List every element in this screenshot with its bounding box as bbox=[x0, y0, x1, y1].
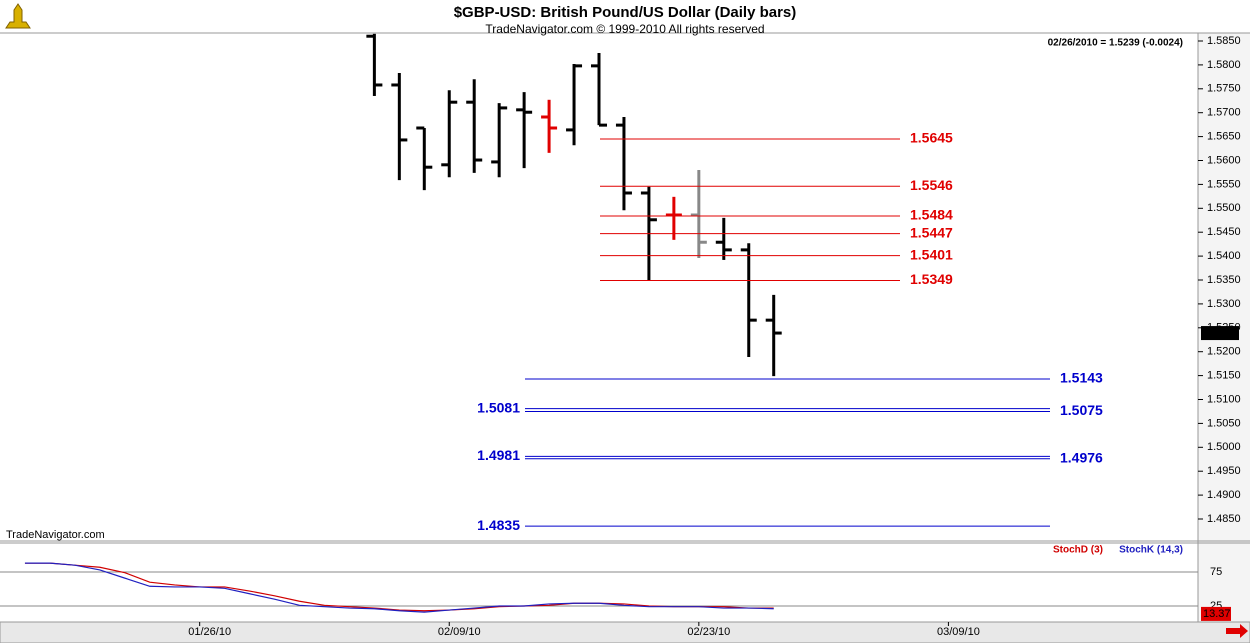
stoch-line bbox=[24, 562, 774, 613]
y-tick-label: 1.5850 bbox=[1207, 35, 1241, 47]
level-label: 1.5401 bbox=[910, 246, 953, 262]
level-label: 1.5143 bbox=[1060, 370, 1103, 386]
y-tick-label: 1.5150 bbox=[1207, 370, 1241, 382]
plot-area bbox=[366, 33, 782, 377]
y-tick-label: 1.5100 bbox=[1207, 393, 1241, 405]
level-label: 1.5349 bbox=[910, 271, 953, 287]
price-bar bbox=[541, 99, 558, 153]
x-tick-label: 03/09/10 bbox=[937, 626, 980, 638]
level-label: 1.4981 bbox=[477, 447, 520, 463]
y-tick-label: 1.5400 bbox=[1207, 250, 1241, 262]
price-bar bbox=[591, 52, 607, 127]
price-bar bbox=[765, 294, 782, 377]
price-bar bbox=[566, 63, 583, 146]
price-bar bbox=[615, 117, 632, 211]
y-tick-label: 1.4900 bbox=[1207, 489, 1241, 501]
y-tick-label: 1.5600 bbox=[1207, 154, 1241, 166]
scroll-arrow[interactable] bbox=[1226, 624, 1248, 638]
y-tick-label: 1.5700 bbox=[1207, 107, 1241, 119]
y-tick-label: 1.5800 bbox=[1207, 59, 1241, 71]
y-tick-label: 1.5200 bbox=[1207, 346, 1241, 358]
y-tick-label: 1.5750 bbox=[1207, 83, 1241, 95]
level-label: 1.5546 bbox=[910, 177, 953, 193]
y-tick-label: 1.5550 bbox=[1207, 178, 1241, 190]
price-bar bbox=[491, 103, 508, 178]
stoch-line bbox=[24, 562, 774, 612]
y-tick-label: 1.4850 bbox=[1207, 513, 1241, 525]
y-tick-label: 1.5650 bbox=[1207, 131, 1241, 143]
level-label: 1.4976 bbox=[1060, 449, 1103, 465]
price-bar bbox=[690, 170, 707, 259]
last-price-label: 1.5239 bbox=[1203, 327, 1237, 339]
price-bar bbox=[416, 126, 433, 191]
logo bbox=[5, 3, 31, 29]
last-value-box bbox=[1201, 606, 1231, 621]
y-tick-label: 1.5050 bbox=[1207, 417, 1241, 429]
level-label: 1.5081 bbox=[477, 399, 520, 415]
price-bar bbox=[466, 79, 483, 173]
level-label: 1.5447 bbox=[910, 224, 953, 240]
price-bar bbox=[740, 243, 757, 357]
level-label: 1.5484 bbox=[910, 207, 953, 223]
last-price-box bbox=[1201, 326, 1239, 341]
legend-entry: StochK (14,3) bbox=[1119, 545, 1183, 556]
y-tick-label: 1.5500 bbox=[1207, 202, 1241, 214]
y-tick-label: 75 bbox=[1210, 566, 1222, 578]
watermark: TradeNavigator.com bbox=[6, 529, 105, 541]
y-tick-label: 1.5350 bbox=[1207, 274, 1241, 286]
y-tick-label: 1.5300 bbox=[1207, 298, 1241, 310]
y-tick-label: 1.5450 bbox=[1207, 226, 1241, 238]
y-tick-label: 1.5000 bbox=[1207, 441, 1241, 453]
price-bar bbox=[665, 196, 682, 240]
level-label: 1.5075 bbox=[1060, 402, 1103, 418]
x-tick-label: 01/26/10 bbox=[188, 626, 231, 638]
x-tick-label: 02/23/10 bbox=[687, 626, 730, 638]
price-bar bbox=[516, 92, 533, 169]
x-tick-label: 02/09/10 bbox=[438, 626, 481, 638]
price-bar bbox=[366, 33, 383, 96]
price-bar bbox=[441, 90, 458, 178]
y-tick-label: 1.4950 bbox=[1207, 465, 1241, 477]
legend-entry: StochD (3) bbox=[1053, 545, 1103, 556]
price-bar bbox=[715, 217, 732, 260]
price-bar bbox=[391, 73, 408, 181]
level-label: 1.5645 bbox=[910, 130, 953, 146]
level-label: 1.4835 bbox=[477, 517, 520, 533]
date-axis-area bbox=[0, 621, 1250, 643]
chart-subtitle: TradeNavigator.com © 1999-2010 All right… bbox=[485, 22, 764, 36]
readout: 02/26/2010 = 1.5239 (-0.0024) bbox=[1048, 38, 1183, 49]
last-value-label: 13.37 bbox=[1203, 608, 1231, 620]
chart-title: $GBP-USD: British Pound/US Dollar (Daily… bbox=[454, 4, 797, 21]
